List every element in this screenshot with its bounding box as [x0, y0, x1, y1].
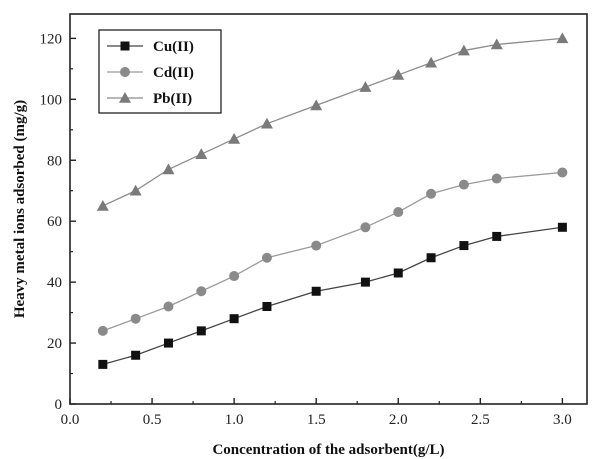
data-point — [163, 338, 173, 348]
data-point — [557, 222, 567, 232]
data-point — [490, 38, 503, 50]
data-point — [229, 271, 240, 282]
legend-label: Cd(II) — [153, 65, 194, 81]
data-point — [425, 56, 438, 68]
plot-border — [69, 13, 588, 405]
data-point — [557, 167, 568, 178]
data-point — [162, 163, 175, 175]
y-tick-label: 100 — [40, 92, 63, 108]
data-point — [196, 326, 206, 336]
y-tick-label: 80 — [47, 153, 62, 169]
data-point — [311, 286, 321, 296]
plot-area — [69, 13, 588, 405]
data-point — [163, 301, 174, 312]
data-point — [98, 359, 108, 369]
x-axis-title: Concentration of the adsorbent(g/L) — [212, 442, 444, 458]
legend-item: Pb(II) — [107, 91, 192, 107]
series-layer — [96, 32, 569, 369]
legend-label: Cu(II) — [153, 39, 194, 55]
x-tick-label: 0.5 — [143, 412, 162, 428]
x-tick-label: 1.0 — [225, 412, 244, 428]
data-point — [261, 252, 272, 263]
x-axis: 0.0 0.5 1.0 1.5 2.0 2.5 3.0 — [61, 398, 572, 428]
data-point — [360, 277, 370, 287]
data-point — [130, 313, 141, 324]
legend: Cu(II) Cd(II) Pb(II) — [98, 29, 222, 114]
x-tick-label: 3.0 — [553, 412, 572, 428]
legend-box — [98, 29, 222, 114]
data-point — [262, 302, 272, 311]
data-point — [195, 148, 208, 159]
legend-marker — [119, 92, 131, 103]
legend-marker — [120, 67, 130, 77]
data-point — [556, 32, 569, 44]
legend-item: Cd(II) — [107, 65, 194, 81]
y-axis-title: Heavy metal ions adsorbed (mg/g) — [12, 100, 28, 318]
y-tick-label: 40 — [47, 275, 62, 291]
data-point — [392, 68, 405, 80]
data-point — [196, 286, 207, 297]
data-point — [97, 325, 108, 336]
data-point — [131, 350, 141, 360]
data-point — [228, 132, 241, 144]
data-point — [459, 241, 469, 251]
legend-marker — [120, 41, 130, 51]
series-square — [98, 222, 567, 369]
series-triangle — [96, 32, 569, 211]
y-tick-label: 0 — [55, 397, 63, 413]
data-point — [129, 184, 142, 196]
x-tick-label: 1.5 — [307, 412, 326, 428]
data-point — [260, 117, 273, 129]
data-point — [393, 207, 404, 218]
data-point — [457, 44, 470, 56]
x-tick-label: 0.0 — [61, 412, 80, 428]
y-tick-label: 120 — [40, 31, 63, 47]
y-tick-label: 20 — [47, 336, 62, 352]
data-point — [229, 314, 239, 324]
legend-label: Pb(II) — [153, 91, 192, 107]
data-point — [96, 199, 109, 211]
data-point — [310, 99, 323, 111]
y-axis: 0 20 40 60 80 100 120 — [40, 31, 76, 413]
data-point — [426, 253, 436, 263]
data-point — [360, 222, 371, 233]
data-point — [311, 240, 322, 251]
legend-item: Cu(II) — [107, 39, 194, 55]
data-point — [426, 188, 437, 199]
data-point — [458, 179, 469, 190]
data-point — [492, 231, 502, 241]
y-tick-label: 60 — [47, 214, 62, 230]
data-point — [393, 268, 403, 278]
data-point — [359, 81, 372, 92]
x-tick-label: 2.0 — [389, 412, 408, 428]
data-point — [491, 173, 502, 184]
x-tick-label: 2.5 — [471, 412, 490, 428]
series-circle — [97, 167, 568, 336]
